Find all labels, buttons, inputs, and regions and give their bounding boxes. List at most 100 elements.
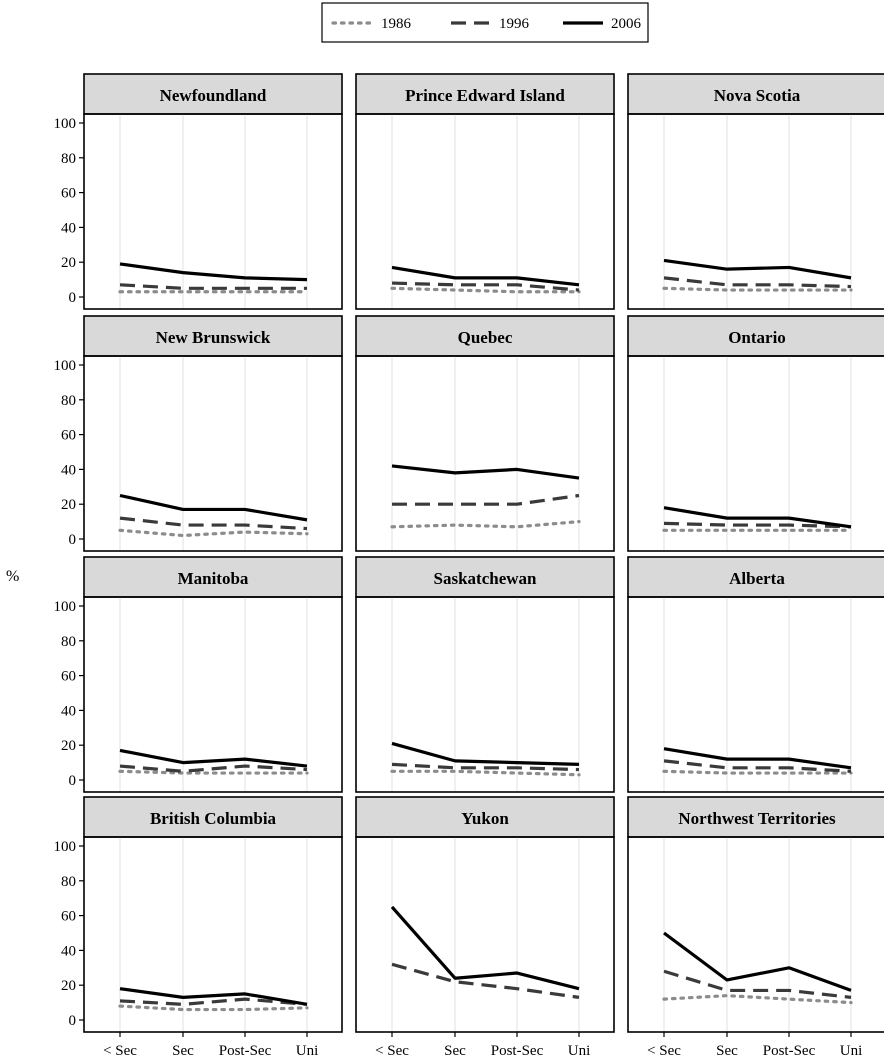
panel-strip <box>83 556 343 598</box>
panel-strip <box>83 796 343 838</box>
series-line-1986 <box>662 994 853 1005</box>
x-tick-label: Uni <box>568 1043 591 1059</box>
series-line-1986 <box>662 769 853 775</box>
series-line-2006 <box>663 747 852 770</box>
series-line-2006 <box>119 987 308 1006</box>
series-line-1996 <box>391 281 580 292</box>
legend-label-2006: 2006 <box>611 16 642 32</box>
panel-northwest-territories: Northwest Territories < Sec Sec Post-Sec Uni <box>627 796 884 1059</box>
x-tick-label: Sec <box>444 1043 466 1059</box>
series-line-1996 <box>663 759 852 773</box>
panel-saskatchewan: Saskatchewan <box>355 556 615 793</box>
panel-strip <box>355 556 615 598</box>
x-tick-label: < Sec <box>375 1043 409 1059</box>
panel-ontario: Ontario <box>627 315 884 552</box>
series-line-2006 <box>119 493 308 522</box>
panel-title: Northwest Territories <box>678 809 836 828</box>
panel-manitoba: Manitoba 0 20 40 60 80 100 <box>54 556 343 793</box>
legend-label-1996: 1996 <box>499 16 530 32</box>
y-tick-label: 100 <box>54 116 77 132</box>
series-line-2006 <box>390 905 580 991</box>
y-tick-label: 60 <box>61 186 76 202</box>
series-line-1996 <box>663 276 852 289</box>
x-tick-label: < Sec <box>647 1043 681 1059</box>
panel-title: Newfoundland <box>160 86 267 105</box>
panel-title: Saskatchewan <box>434 569 538 588</box>
panel-plot-area <box>83 596 343 793</box>
panel-new-brunswick: New Brunswick 0 20 40 60 80 100 <box>54 315 343 552</box>
panel-newfoundland: Newfoundland 0 20 40 60 80 100 <box>54 73 343 310</box>
series-line-1986 <box>662 286 853 292</box>
series-line-2006 <box>391 464 580 480</box>
panel-prince-edward-island: Prince Edward Island <box>355 73 615 310</box>
series-line-1986 <box>390 286 581 294</box>
panel-british-columbia: British Columbia 0 20 40 60 80 100 < Sec Sec Post… <box>54 796 343 1059</box>
panel-title: Yukon <box>461 809 509 828</box>
x-tick-label: Post-Sec <box>219 1043 272 1059</box>
series-line-1986 <box>118 1004 309 1012</box>
x-tick-label: Sec <box>172 1043 194 1059</box>
panel-strip <box>627 73 884 115</box>
panel-strip <box>627 315 884 357</box>
x-tick-label: Post-Sec <box>763 1043 816 1059</box>
panel-plot-area <box>83 836 343 1033</box>
panels: Newfoundland 0 20 40 60 80 100 Prince Edward Is… <box>54 73 884 1059</box>
y-tick-label: 100 <box>54 599 77 615</box>
panel-plot-area <box>355 596 615 793</box>
y-tick-label: 40 <box>61 220 76 236</box>
y-tick-label: 100 <box>54 839 77 855</box>
x-tick-label: Sec <box>716 1043 738 1059</box>
x-tick-label: Uni <box>296 1043 319 1059</box>
series-line-1986 <box>118 528 309 538</box>
panel-strip <box>83 315 343 357</box>
series-line-1996 <box>663 521 852 529</box>
panel-title: Nova Scotia <box>714 86 801 105</box>
y-tick-label: 80 <box>61 151 76 167</box>
legend: 1986 1996 2006 <box>321 2 649 43</box>
series-line-2006 <box>391 265 580 287</box>
y-tick-label: 40 <box>61 462 76 478</box>
y-tick-label: 20 <box>61 255 76 271</box>
series-line-1986 <box>118 769 309 775</box>
y-tick-label: 20 <box>61 978 76 994</box>
y-tick-label: 80 <box>61 393 76 409</box>
series-line-1996 <box>391 962 580 999</box>
series-line-1996 <box>119 516 308 531</box>
panel-strip <box>355 315 615 357</box>
panel-plot-area <box>83 355 343 552</box>
y-tick-label: 60 <box>61 669 76 685</box>
y-tick-label: 80 <box>61 874 76 890</box>
y-tick-label: 20 <box>61 738 76 754</box>
series-line-2006 <box>119 748 308 768</box>
panel-plot-area <box>627 355 884 552</box>
panel-nova-scotia: Nova Scotia <box>627 73 884 310</box>
series-line-1996 <box>119 997 308 1006</box>
series-line-2006 <box>663 931 852 992</box>
panel-yukon: Yukon < Sec Sec Post-Sec Uni <box>355 796 615 1059</box>
series-line-1996 <box>391 762 580 772</box>
series-line-1996 <box>119 764 308 773</box>
series-line-2006 <box>663 258 852 280</box>
panel-title: Ontario <box>728 328 786 347</box>
series-line-1986 <box>390 519 581 529</box>
series-line-2006 <box>391 741 580 766</box>
panel-plot-area <box>627 113 884 310</box>
panel-plot-area <box>83 113 343 310</box>
y-tick-label: 40 <box>61 943 76 959</box>
y-axis-label: % <box>6 568 19 585</box>
panel-title: Prince Edward Island <box>405 86 565 105</box>
y-tick-label: 60 <box>61 428 76 444</box>
panel-title: Alberta <box>729 569 785 588</box>
y-tick-label: 20 <box>61 497 76 513</box>
panel-quebec: Quebec <box>355 315 615 552</box>
panel-title: British Columbia <box>150 809 277 828</box>
y-tick-label: 40 <box>61 703 76 719</box>
y-tick-label: 0 <box>69 532 77 548</box>
panel-alberta: Alberta <box>627 556 884 793</box>
panel-strip <box>355 73 615 115</box>
series-line-1996 <box>663 969 852 999</box>
y-tick-label: 80 <box>61 634 76 650</box>
panel-plot-area <box>355 113 615 310</box>
series-line-2006 <box>663 506 852 529</box>
x-tick-label: < Sec <box>103 1043 137 1059</box>
